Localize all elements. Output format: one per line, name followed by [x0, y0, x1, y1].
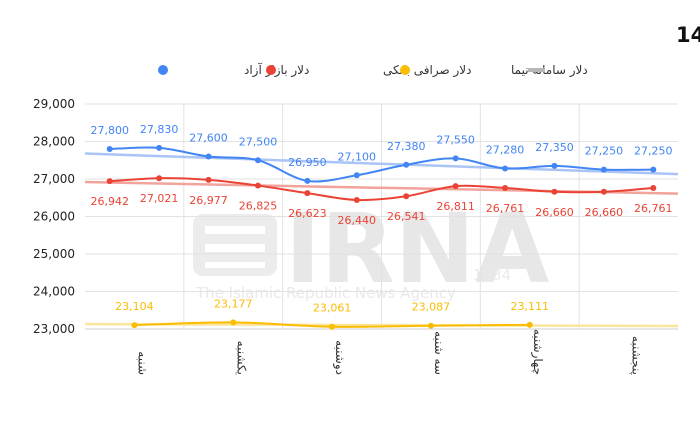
x-tick-label: یکشنبه — [234, 341, 248, 375]
data-point — [650, 184, 657, 191]
data-label: 27,100 — [338, 150, 377, 163]
x-tick-label: شنبه — [135, 351, 149, 375]
data-point — [205, 153, 212, 160]
legend-label: دلار صرافی بانکی — [383, 63, 471, 78]
legend-marker — [400, 65, 410, 75]
data-label: 23,104 — [115, 300, 154, 313]
x-tick-label: پنجشنبه — [630, 336, 644, 375]
data-label: 23,087 — [412, 301, 451, 314]
watermark-subtitle: The Islamic Republic News Agency — [195, 284, 456, 302]
data-point — [106, 146, 113, 152]
data-point — [551, 162, 558, 169]
data-point — [502, 165, 509, 172]
data-label: 27,021 — [140, 192, 179, 205]
data-label: 26,660 — [535, 206, 574, 219]
data-label: 26,660 — [585, 206, 624, 219]
data-label: 26,440 — [338, 214, 377, 227]
y-tick-label: 23,000 — [33, 322, 75, 336]
data-label: 26,977 — [189, 194, 228, 207]
data-label: 26,623 — [288, 207, 327, 220]
data-point — [131, 322, 138, 329]
data-point — [304, 177, 311, 184]
data-point — [403, 193, 410, 200]
data-point — [205, 176, 212, 183]
data-point — [156, 175, 163, 182]
data-point — [156, 144, 163, 151]
y-tick-label: 28,000 — [33, 135, 75, 149]
legend-entry: دلار سامانه نیما — [400, 63, 588, 78]
data-point — [600, 166, 607, 173]
data-label: 27,250 — [634, 145, 673, 158]
data-point — [551, 188, 558, 195]
data-label: 26,825 — [239, 200, 278, 213]
legend-marker — [158, 65, 168, 75]
data-point — [452, 155, 459, 162]
data-point — [502, 184, 509, 191]
data-label: 26,761 — [486, 202, 525, 215]
trendline — [84, 152, 679, 176]
data-label: 27,350 — [535, 141, 574, 154]
data-label: 23,061 — [313, 302, 352, 315]
data-point — [353, 197, 360, 203]
watermark: IRNA 1934 The Islamic Republic News Agen… — [193, 193, 549, 305]
data-label: 26,541 — [387, 210, 426, 223]
legend: دلار بازار آزاد دلار صرافی بانکی دلار ساما… — [158, 62, 588, 78]
data-point — [403, 161, 410, 168]
data-point — [106, 178, 113, 185]
x-tick-label: دوشنبه — [332, 340, 347, 375]
irna-logo-mark — [193, 214, 277, 276]
data-label: 26,761 — [634, 202, 673, 215]
legend-marker — [266, 65, 276, 75]
chart-title: نرخ دلار- از 20 تا 26 شهریور 1400 — [676, 23, 700, 47]
data-label: 27,800 — [90, 124, 129, 137]
data-labels: 27,800 27,830 27,600 27,500 26,950 27,100 27,3… — [90, 123, 672, 315]
data-point — [600, 188, 607, 195]
data-label: 27,250 — [585, 145, 624, 158]
data-label: 27,380 — [387, 140, 426, 153]
data-point — [329, 323, 336, 330]
data-label: 23,177 — [214, 297, 253, 310]
x-tick-label: چهارشنبه — [530, 329, 545, 375]
data-point — [526, 321, 533, 328]
data-label: 27,280 — [486, 144, 525, 157]
x-tick-label: سه شنبه — [432, 331, 446, 375]
data-point — [230, 319, 237, 326]
y-tick-label: 25,000 — [33, 247, 75, 261]
data-label: 27,550 — [436, 133, 475, 146]
data-label: 26,950 — [288, 156, 327, 169]
grid: 29,000 28,000 27,000 26,000 25,000 24,000 23,0… — [33, 97, 678, 375]
series-line — [109, 146, 654, 183]
data-point — [353, 172, 360, 179]
y-tick-label: 26,000 — [33, 210, 75, 224]
data-label: 26,811 — [436, 200, 475, 213]
data-label: 23,111 — [511, 300, 550, 313]
legend-label: دلار بازار آزاد — [244, 62, 309, 78]
data-point — [650, 166, 657, 173]
data-point — [427, 322, 434, 329]
y-tick-label: 29,000 — [33, 97, 75, 111]
data-label: 27,830 — [140, 123, 179, 136]
data-label: 27,600 — [189, 132, 228, 145]
trendline — [84, 322, 679, 328]
watermark-text: IRNA — [285, 193, 549, 305]
data-point — [254, 157, 261, 164]
legend-entry: دلار بازار آزاد — [158, 62, 309, 78]
series-line — [109, 177, 654, 202]
data-point — [304, 190, 311, 197]
data-point — [452, 183, 459, 190]
y-tick-label: 27,000 — [33, 172, 75, 186]
series — [106, 144, 657, 330]
y-tick-label: 24,000 — [33, 285, 75, 299]
data-label: 27,500 — [239, 135, 278, 148]
data-label: 26,942 — [90, 195, 129, 208]
legend-line-marker — [528, 68, 544, 72]
watermark-year: 1934 — [473, 266, 511, 284]
data-point — [254, 182, 261, 189]
legend-label: دلار سامانه نیما — [511, 63, 588, 78]
